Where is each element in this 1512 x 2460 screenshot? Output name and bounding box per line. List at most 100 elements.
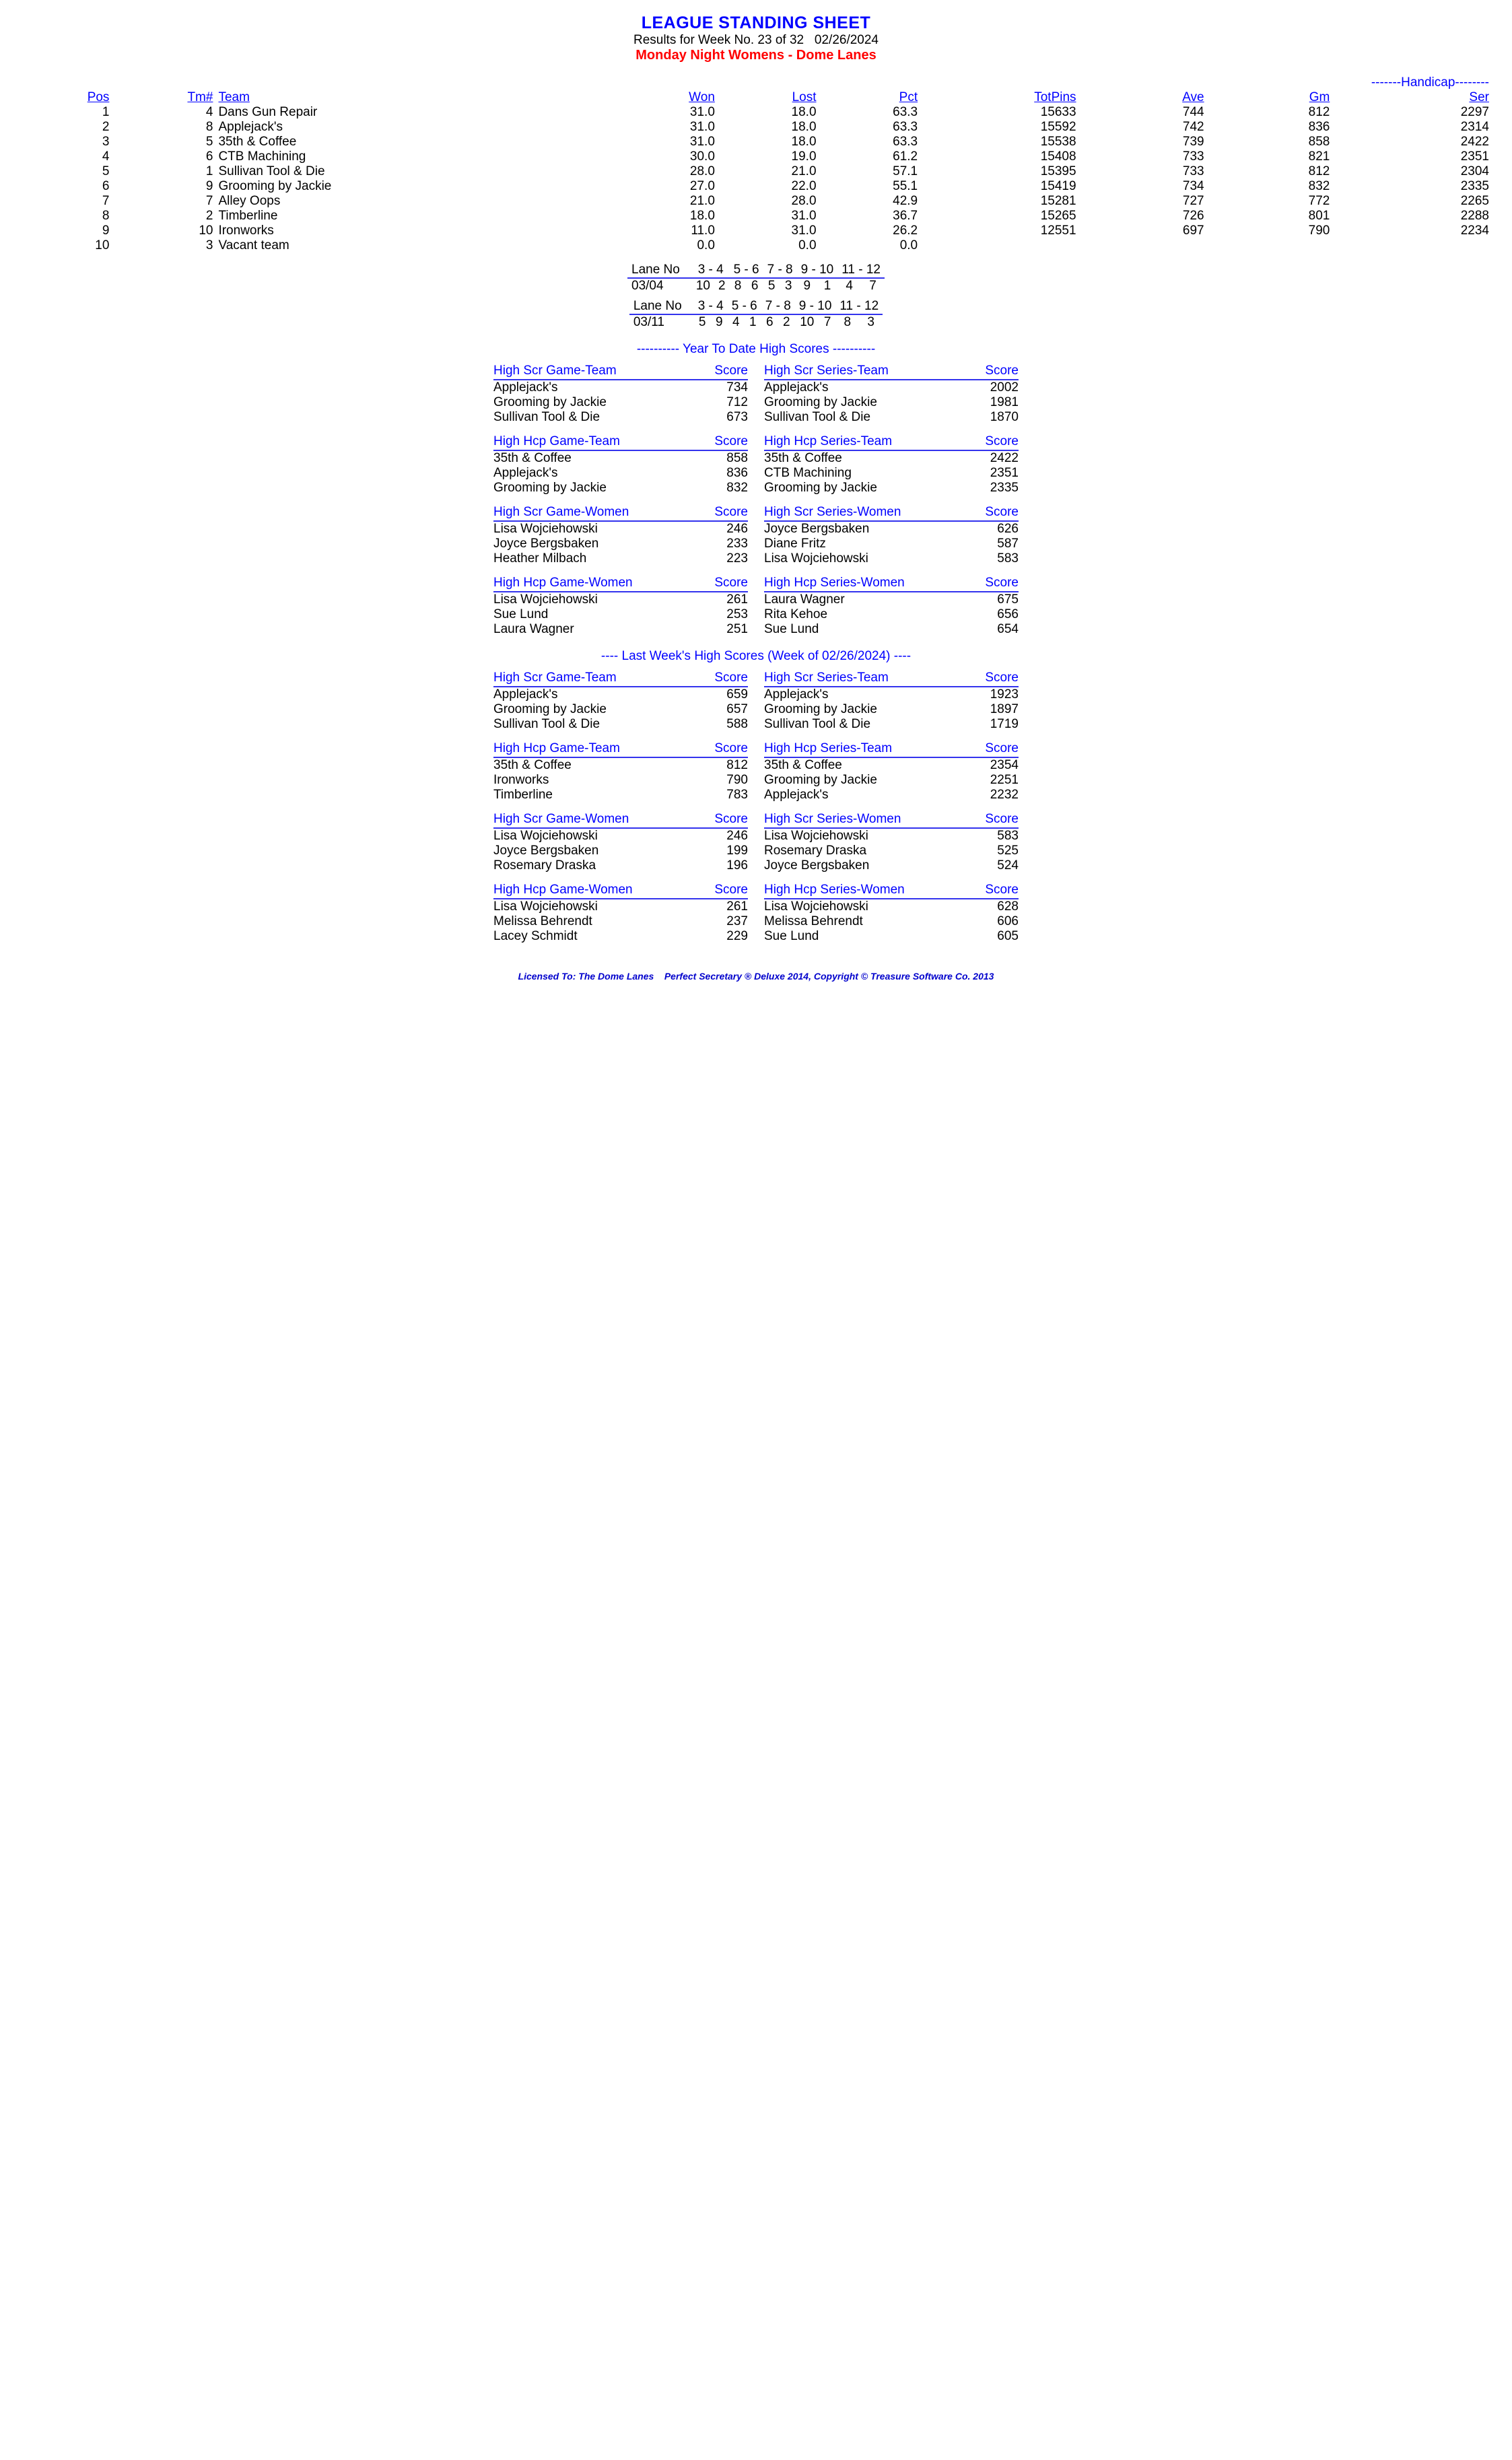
score-name: Lacey Schmidt	[493, 929, 578, 944]
table-row: 103Vacant team0.00.00.0	[20, 238, 1492, 253]
standings-cell: 812	[1207, 164, 1333, 179]
score-name: 35th & Coffee	[764, 758, 842, 773]
standings-cell: 26.2	[819, 224, 921, 238]
score-name: Rosemary Draska	[764, 844, 866, 858]
standings-cell: 9	[20, 224, 112, 238]
score-value: 525	[997, 844, 1019, 858]
score-row: Lisa Wojciehowski261	[493, 899, 748, 914]
standings-cell: 2234	[1332, 224, 1492, 238]
score-name: Grooming by Jackie	[493, 481, 607, 496]
score-row: Joyce Bergsbaken524	[764, 858, 1019, 873]
score-value: 2354	[990, 758, 1019, 773]
score-name: Lisa Wojciehowski	[493, 592, 598, 607]
score-value: 237	[726, 914, 748, 929]
standings-cell: Sullivan Tool & Die	[215, 164, 612, 179]
score-value: 1870	[990, 410, 1019, 425]
standings-cell: Vacant team	[215, 238, 612, 253]
lane-team: 7	[861, 278, 885, 294]
standings-cell: 10	[112, 224, 215, 238]
standings-cell: 31.0	[612, 135, 717, 149]
score-row: Applejack's2002	[764, 380, 1019, 395]
score-row: Heather Milbach223	[493, 551, 748, 566]
standings-cell: 6	[20, 179, 112, 194]
standings-cell: 2288	[1332, 209, 1492, 224]
standings-table: -------Handicap--------PosTm#TeamWonLost…	[20, 75, 1492, 253]
standings-cell: 858	[1207, 135, 1333, 149]
score-row: Sullivan Tool & Die588	[493, 717, 748, 732]
standings-cell: 4	[20, 149, 112, 164]
lane-team: 4	[728, 314, 745, 330]
lane-pair: 3 - 4	[694, 299, 728, 314]
standings-cell: 35th & Coffee	[215, 135, 612, 149]
score-name: Rita Kehoe	[764, 607, 827, 622]
score-name: Grooming by Jackie	[764, 702, 877, 717]
score-value: 659	[726, 687, 748, 702]
lane-team: 8	[835, 314, 859, 330]
score-row: Applejack's1923	[764, 687, 1019, 702]
standings-cell: 7	[20, 194, 112, 209]
score-value: 2422	[990, 451, 1019, 466]
lane-team: 9	[711, 314, 728, 330]
standings-cell: Ironworks	[215, 224, 612, 238]
standings-cell: 3	[112, 238, 215, 253]
score-row: Rosemary Draska 525	[764, 844, 1019, 858]
score-value: 836	[726, 466, 748, 481]
score-name: Grooming by Jackie	[493, 395, 607, 410]
score-col-label: Score	[714, 364, 748, 378]
standings-cell: 18.0	[718, 120, 819, 135]
table-row: 14Dans Gun Repair31.018.063.315633744812…	[20, 105, 1492, 120]
standings-cell: 2	[112, 209, 215, 224]
standings-cell: 4	[112, 105, 215, 120]
score-row: Grooming by Jackie1981	[764, 395, 1019, 410]
score-name: Lisa Wojciehowski	[764, 551, 868, 566]
score-name: Grooming by Jackie	[764, 773, 877, 788]
score-row: Applejack's836	[493, 466, 748, 481]
score-name: Melissa Behrendt	[493, 914, 592, 929]
score-col-label: Score	[714, 576, 748, 590]
standings-cell: 19.0	[718, 149, 819, 164]
standings-cell: 733	[1079, 149, 1207, 164]
standings-cell: 0.0	[612, 238, 717, 253]
lane-pair: 7 - 8	[761, 299, 795, 314]
score-name: Ironworks	[493, 773, 549, 788]
score-col-label: Score	[985, 812, 1019, 827]
standings-cell: 27.0	[612, 179, 717, 194]
standings-cell: 15281	[920, 194, 1078, 209]
score-row: Grooming by Jackie712	[493, 395, 748, 410]
standings-cell	[920, 238, 1078, 253]
score-value: 524	[997, 858, 1019, 873]
standings-col-lost: Lost	[718, 90, 819, 105]
standings-cell: 15592	[920, 120, 1078, 135]
standings-cell: 18.0	[718, 105, 819, 120]
standings-cell: 2	[20, 120, 112, 135]
standings-cell: 836	[1207, 120, 1333, 135]
standings-cell: 733	[1079, 164, 1207, 179]
standings-col-pos: Pos	[20, 90, 112, 105]
standings-col-totpins: TotPins	[920, 90, 1078, 105]
score-row: Rita Kehoe656	[764, 607, 1019, 622]
score-value: 790	[726, 773, 748, 788]
standings-cell	[1207, 238, 1333, 253]
score-value: 606	[997, 914, 1019, 929]
score-box-title: High Scr Game-Team	[493, 364, 617, 378]
score-row: Applejack's659	[493, 687, 748, 702]
lane-team: 7	[819, 314, 836, 330]
score-row: Lisa Wojciehowski261	[493, 592, 748, 607]
standings-cell: 15265	[920, 209, 1078, 224]
score-name: Lisa Wojciehowski	[493, 522, 598, 537]
score-col-label: Score	[985, 505, 1019, 520]
report-header: LEAGUE STANDING SHEET Results for Week N…	[20, 13, 1492, 63]
score-name: Sue Lund	[493, 607, 548, 622]
league-name: Monday Night Womens - Dome Lanes	[20, 48, 1492, 63]
standings-cell: 2314	[1332, 120, 1492, 135]
lane-team: 1	[745, 314, 761, 330]
score-name: Laura Wagner	[493, 622, 574, 637]
standings-cell: 36.7	[819, 209, 921, 224]
score-box-title: High Hcp Series-Team	[764, 741, 892, 756]
score-row: Laura Wagner675	[764, 592, 1019, 607]
table-row: 69Grooming by Jackie27.022.055.115419734…	[20, 179, 1492, 194]
standings-cell: 31.0	[718, 224, 819, 238]
score-row: Joyce Bergsbaken199	[493, 844, 748, 858]
standings-cell	[1332, 238, 1492, 253]
score-name: Sullivan Tool & Die	[493, 410, 600, 425]
